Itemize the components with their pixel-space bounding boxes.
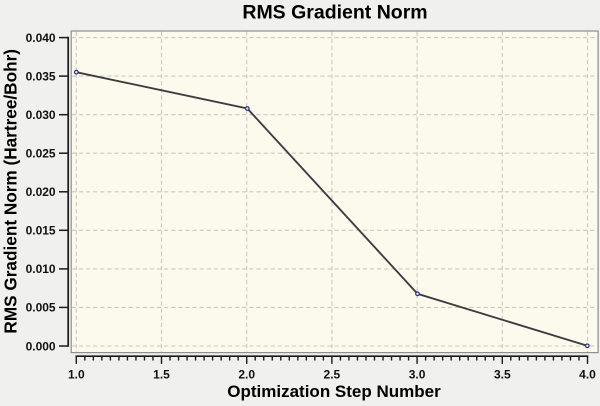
svg-text:3.5: 3.5 (494, 368, 511, 382)
svg-text:0.010: 0.010 (26, 262, 56, 276)
svg-text:0.040: 0.040 (26, 31, 56, 45)
svg-text:0.030: 0.030 (26, 108, 56, 122)
svg-text:0.035: 0.035 (26, 69, 56, 83)
svg-text:1.0: 1.0 (68, 368, 85, 382)
svg-text:0.020: 0.020 (26, 185, 56, 199)
svg-text:2.5: 2.5 (324, 368, 341, 382)
svg-text:2.0: 2.0 (238, 368, 255, 382)
svg-text:0.025: 0.025 (26, 147, 56, 161)
svg-text:RMS Gradient Norm (Hartree/Boh: RMS Gradient Norm (Hartree/Bohr) (1, 49, 21, 334)
svg-text:4.0: 4.0 (579, 368, 596, 382)
svg-text:1.5: 1.5 (153, 368, 170, 382)
svg-text:0.000: 0.000 (26, 339, 56, 353)
svg-text:0.015: 0.015 (26, 224, 56, 238)
svg-text:3.0: 3.0 (409, 368, 426, 382)
svg-text:RMS Gradient Norm: RMS Gradient Norm (242, 2, 427, 24)
svg-text:0.005: 0.005 (26, 301, 56, 315)
svg-text:Optimization Step Number: Optimization Step Number (227, 382, 441, 401)
